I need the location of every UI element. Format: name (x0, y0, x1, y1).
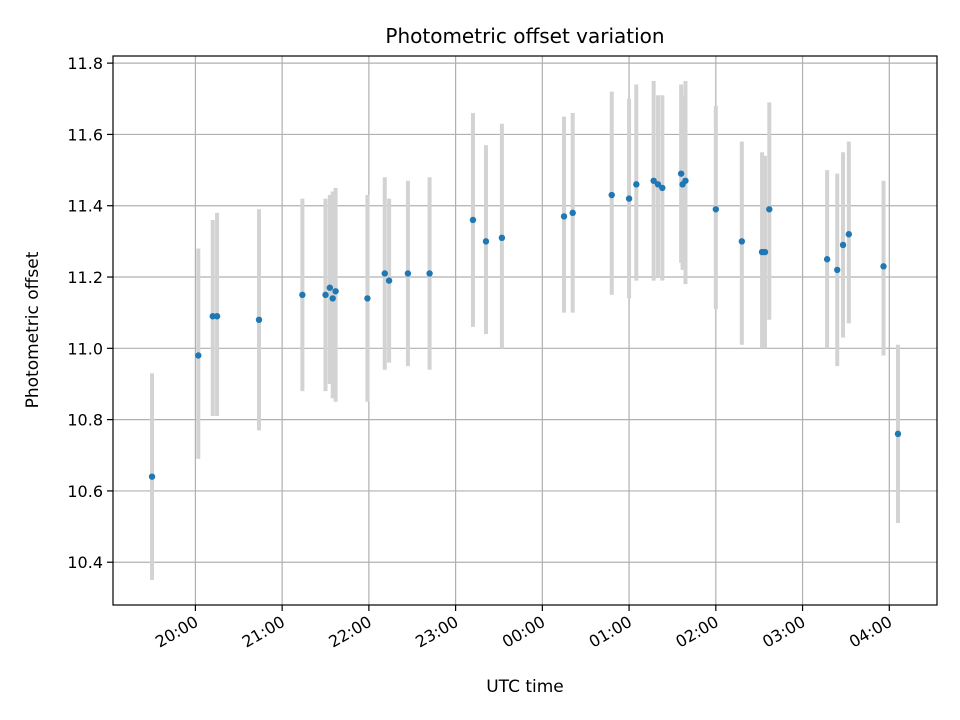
data-point (381, 270, 388, 277)
data-point (322, 291, 329, 299)
y-tick-label: 11.0 (67, 339, 103, 358)
data-point (482, 238, 490, 245)
data-point (766, 206, 773, 213)
data-point (625, 195, 633, 202)
data-point (839, 241, 847, 249)
data-point (712, 206, 720, 213)
data-point (195, 352, 202, 359)
data-point (633, 181, 640, 188)
data-point (255, 316, 263, 324)
y-tick-label: 10.6 (67, 482, 103, 501)
y-tick-label: 10.4 (67, 553, 103, 572)
y-tick-label: 10.8 (67, 411, 103, 430)
data-point (650, 177, 657, 184)
y-tick-label: 11.4 (67, 197, 103, 216)
data-point (894, 430, 902, 438)
data-point (880, 263, 887, 270)
data-point (608, 191, 615, 199)
y-tick-label: 11.6 (67, 125, 103, 144)
grid-layer (113, 56, 937, 605)
data-point (560, 213, 568, 220)
data-point (761, 248, 769, 256)
data-point (213, 313, 221, 320)
data-point (469, 216, 477, 224)
data-point (677, 170, 685, 177)
data-point (426, 270, 433, 277)
data-point (148, 473, 156, 480)
data-point (823, 256, 831, 263)
data-point (738, 238, 746, 245)
data-point (569, 209, 576, 217)
data-point (385, 277, 393, 284)
y-axis-label: Photometric offset (23, 251, 43, 408)
data-point (682, 177, 689, 184)
data-point (845, 231, 853, 238)
data-point (659, 184, 666, 192)
data-point (326, 284, 334, 291)
chart-title: Photometric offset variation (385, 24, 664, 48)
data-point (364, 295, 371, 302)
data-point (329, 295, 336, 302)
x-axis-label: UTC time (486, 677, 564, 697)
data-point (404, 270, 412, 277)
point-layer (148, 170, 902, 480)
y-tick-label: 11.8 (67, 54, 103, 73)
data-point (654, 181, 662, 188)
data-point (299, 291, 306, 299)
data-point (498, 234, 506, 242)
data-point (834, 266, 841, 274)
data-point (332, 288, 339, 295)
y-tick-label: 11.2 (67, 268, 103, 287)
plot-frame (112, 55, 938, 606)
